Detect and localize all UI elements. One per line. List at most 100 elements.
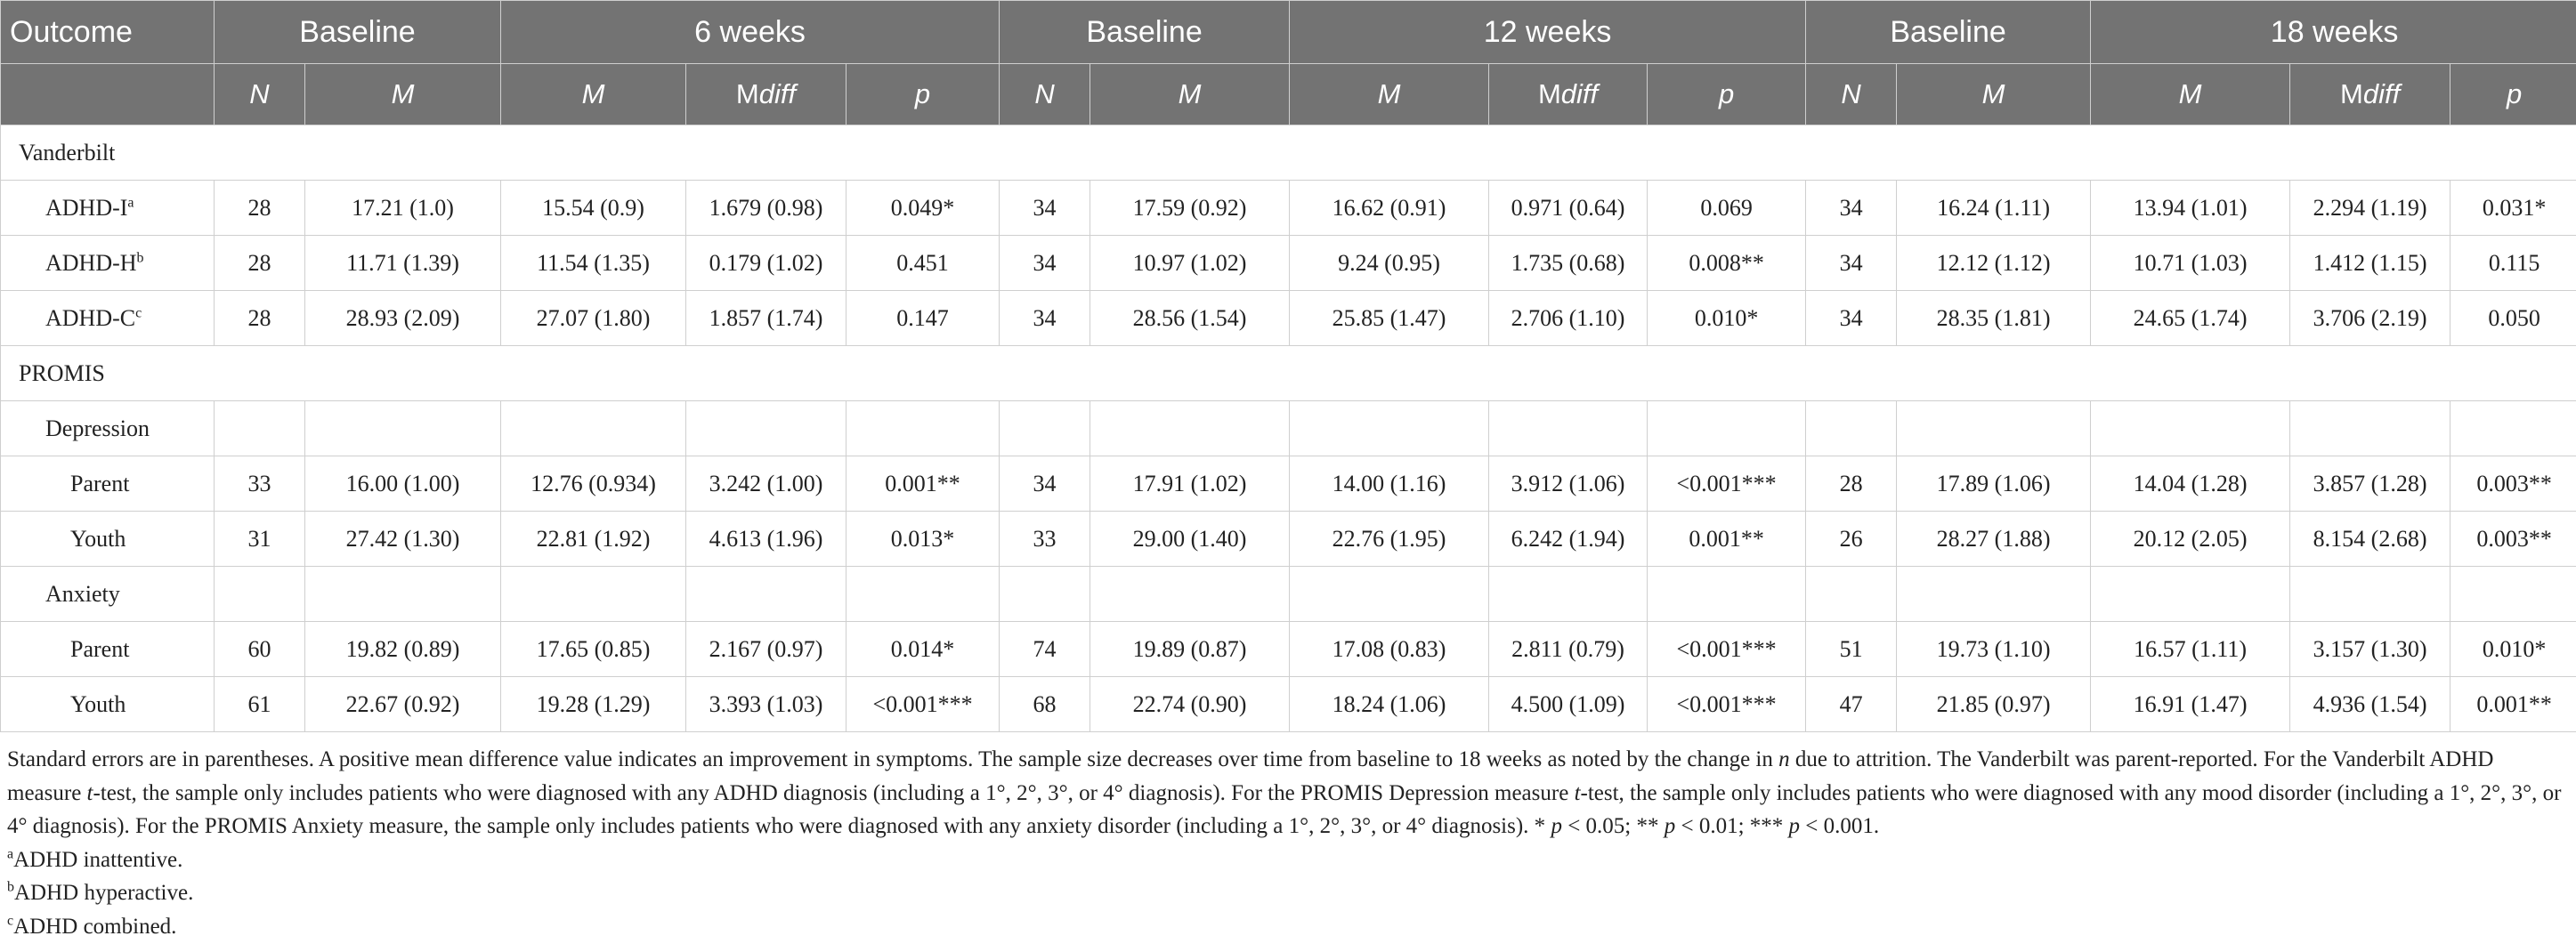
table-cell: 17.91 (1.02) — [1090, 456, 1291, 512]
header-row-stats: N M M Mdiff p N M M Mdiff p N M M Mdiff … — [0, 63, 2576, 125]
header-m: M — [1090, 63, 1291, 125]
table-cell — [846, 400, 1000, 456]
table-cell: 34 — [999, 235, 1091, 291]
table-cell — [1647, 566, 1807, 622]
table-cell — [685, 400, 847, 456]
table-cell: 16.57 (1.11) — [2090, 621, 2291, 677]
table-cell: 19.82 (0.89) — [304, 621, 502, 677]
table-cell — [685, 566, 847, 622]
table-cell: 8.154 (2.68) — [2289, 511, 2451, 567]
table-cell — [1488, 400, 1648, 456]
table-cell: 12.76 (0.934) — [500, 456, 687, 512]
table-cell: 1.735 (0.68) — [1488, 235, 1648, 291]
table-cell: 0.008** — [1647, 235, 1807, 291]
header-group-18-weeks: 18 weeks — [2090, 0, 2576, 64]
header-mdiff: Mdiff — [2289, 63, 2451, 125]
table-cell: 3.157 (1.30) — [2289, 621, 2451, 677]
table-cell: 22.67 (0.92) — [304, 676, 502, 732]
table-row: ADHD-Cc 28 28.93 (2.09) 27.07 (1.80) 1.857 (… — [0, 290, 2576, 346]
table-cell: 0.003** — [2450, 456, 2576, 512]
header-n: N — [214, 63, 305, 125]
table-cell: 1.412 (1.15) — [2289, 235, 2451, 291]
table-cell: 3.242 (1.00) — [685, 456, 847, 512]
table-cell: 4.500 (1.09) — [1488, 676, 1648, 732]
section-row: PROMIS — [0, 345, 2576, 401]
table-cell: 17.59 (0.92) — [1090, 180, 1291, 236]
table-cell: 17.08 (0.83) — [1289, 621, 1490, 677]
table-row: Youth 31 27.42 (1.30) 22.81 (1.92) 4.613 (1.… — [0, 511, 2576, 567]
header-mdiff: Mdiff — [1488, 63, 1648, 125]
table-cell: 3.706 (2.19) — [2289, 290, 2451, 346]
table-cell: 0.010* — [1647, 290, 1807, 346]
table-cell: 31 — [214, 511, 305, 567]
row-label: Parent — [0, 456, 215, 512]
notes-main: Standard errors are in parentheses. A po… — [7, 747, 2562, 838]
table-cell: 34 — [999, 180, 1091, 236]
table-cell: 33 — [214, 456, 305, 512]
table-cell: <0.001*** — [1647, 456, 1807, 512]
table-cell: 21.85 (0.97) — [1896, 676, 2092, 732]
table-cell — [2289, 400, 2451, 456]
table-cell: 28.93 (2.09) — [304, 290, 502, 346]
header-m: M — [1896, 63, 2092, 125]
table-cell — [1896, 400, 2092, 456]
table-cell: 11.54 (1.35) — [500, 235, 687, 291]
table-cell: 3.912 (1.06) — [1488, 456, 1648, 512]
table-cell: 20.12 (2.05) — [2090, 511, 2291, 567]
table-cell: 10.71 (1.03) — [2090, 235, 2291, 291]
table-cell: 0.451 — [846, 235, 1000, 291]
table-cell — [846, 566, 1000, 622]
table-cell: 1.679 (0.98) — [685, 180, 847, 236]
table-cell — [1488, 566, 1648, 622]
table-cell: 0.001** — [1647, 511, 1807, 567]
table-cell: 6.242 (1.94) — [1488, 511, 1648, 567]
table-cell: 61 — [214, 676, 305, 732]
row-label: Parent — [0, 621, 215, 677]
section-row: Vanderbilt — [0, 125, 2576, 181]
table-cell: 0.001** — [846, 456, 1000, 512]
table-cell: 16.24 (1.11) — [1896, 180, 2092, 236]
table-row: Parent 33 16.00 (1.00) 12.76 (0.934) 3.242 (… — [0, 456, 2576, 512]
table-cell: 3.393 (1.03) — [685, 676, 847, 732]
table-cell: 28.56 (1.54) — [1090, 290, 1291, 346]
table-cell: 14.04 (1.28) — [2090, 456, 2291, 512]
table-cell: 27.07 (1.80) — [500, 290, 687, 346]
table-cell: 0.010* — [2450, 621, 2576, 677]
table-cell: 2.706 (1.10) — [1488, 290, 1648, 346]
table-cell: 17.21 (1.0) — [304, 180, 502, 236]
results-table: Outcome Baseline 6 weeks Baseline 12 wee… — [0, 0, 2576, 732]
table-cell: 25.85 (1.47) — [1289, 290, 1490, 346]
table-cell: 28 — [214, 290, 305, 346]
table-cell: 34 — [1805, 180, 1898, 236]
header-n: N — [1805, 63, 1898, 125]
table-cell — [500, 400, 687, 456]
table-row: Depression — [0, 400, 2576, 456]
table-cell — [2090, 400, 2291, 456]
table-row: Youth 61 22.67 (0.92) 19.28 (1.29) 3.393 (1.… — [0, 676, 2576, 732]
table-cell — [2450, 400, 2576, 456]
table-cell: 0.050 — [2450, 290, 2576, 346]
table-cell: 28 — [214, 180, 305, 236]
header-m: M — [2090, 63, 2291, 125]
table-cell: 22.76 (1.95) — [1289, 511, 1490, 567]
header-outcome: Outcome — [0, 0, 215, 64]
table-cell: 29.00 (1.40) — [1090, 511, 1291, 567]
table-cell — [1090, 400, 1291, 456]
table-row: Anxiety — [0, 566, 2576, 622]
table-cell: 0.014* — [846, 621, 1000, 677]
footnote-b: bADHD hyperactive. — [7, 879, 194, 905]
table-cell: 47 — [1805, 676, 1898, 732]
row-label: Youth — [0, 511, 215, 567]
header-m: M — [304, 63, 502, 125]
table-cell: 26 — [1805, 511, 1898, 567]
table-notes: Standard errors are in parentheses. A po… — [0, 732, 2576, 943]
header-m: M — [1289, 63, 1490, 125]
table-cell: <0.001*** — [1647, 676, 1807, 732]
table-cell: 28.27 (1.88) — [1896, 511, 2092, 567]
table-cell: 0.069 — [1647, 180, 1807, 236]
table-cell — [1289, 400, 1490, 456]
table-cell — [214, 566, 305, 622]
header-m: M — [500, 63, 687, 125]
table-cell: 4.613 (1.96) — [685, 511, 847, 567]
table-cell: 11.71 (1.39) — [304, 235, 502, 291]
